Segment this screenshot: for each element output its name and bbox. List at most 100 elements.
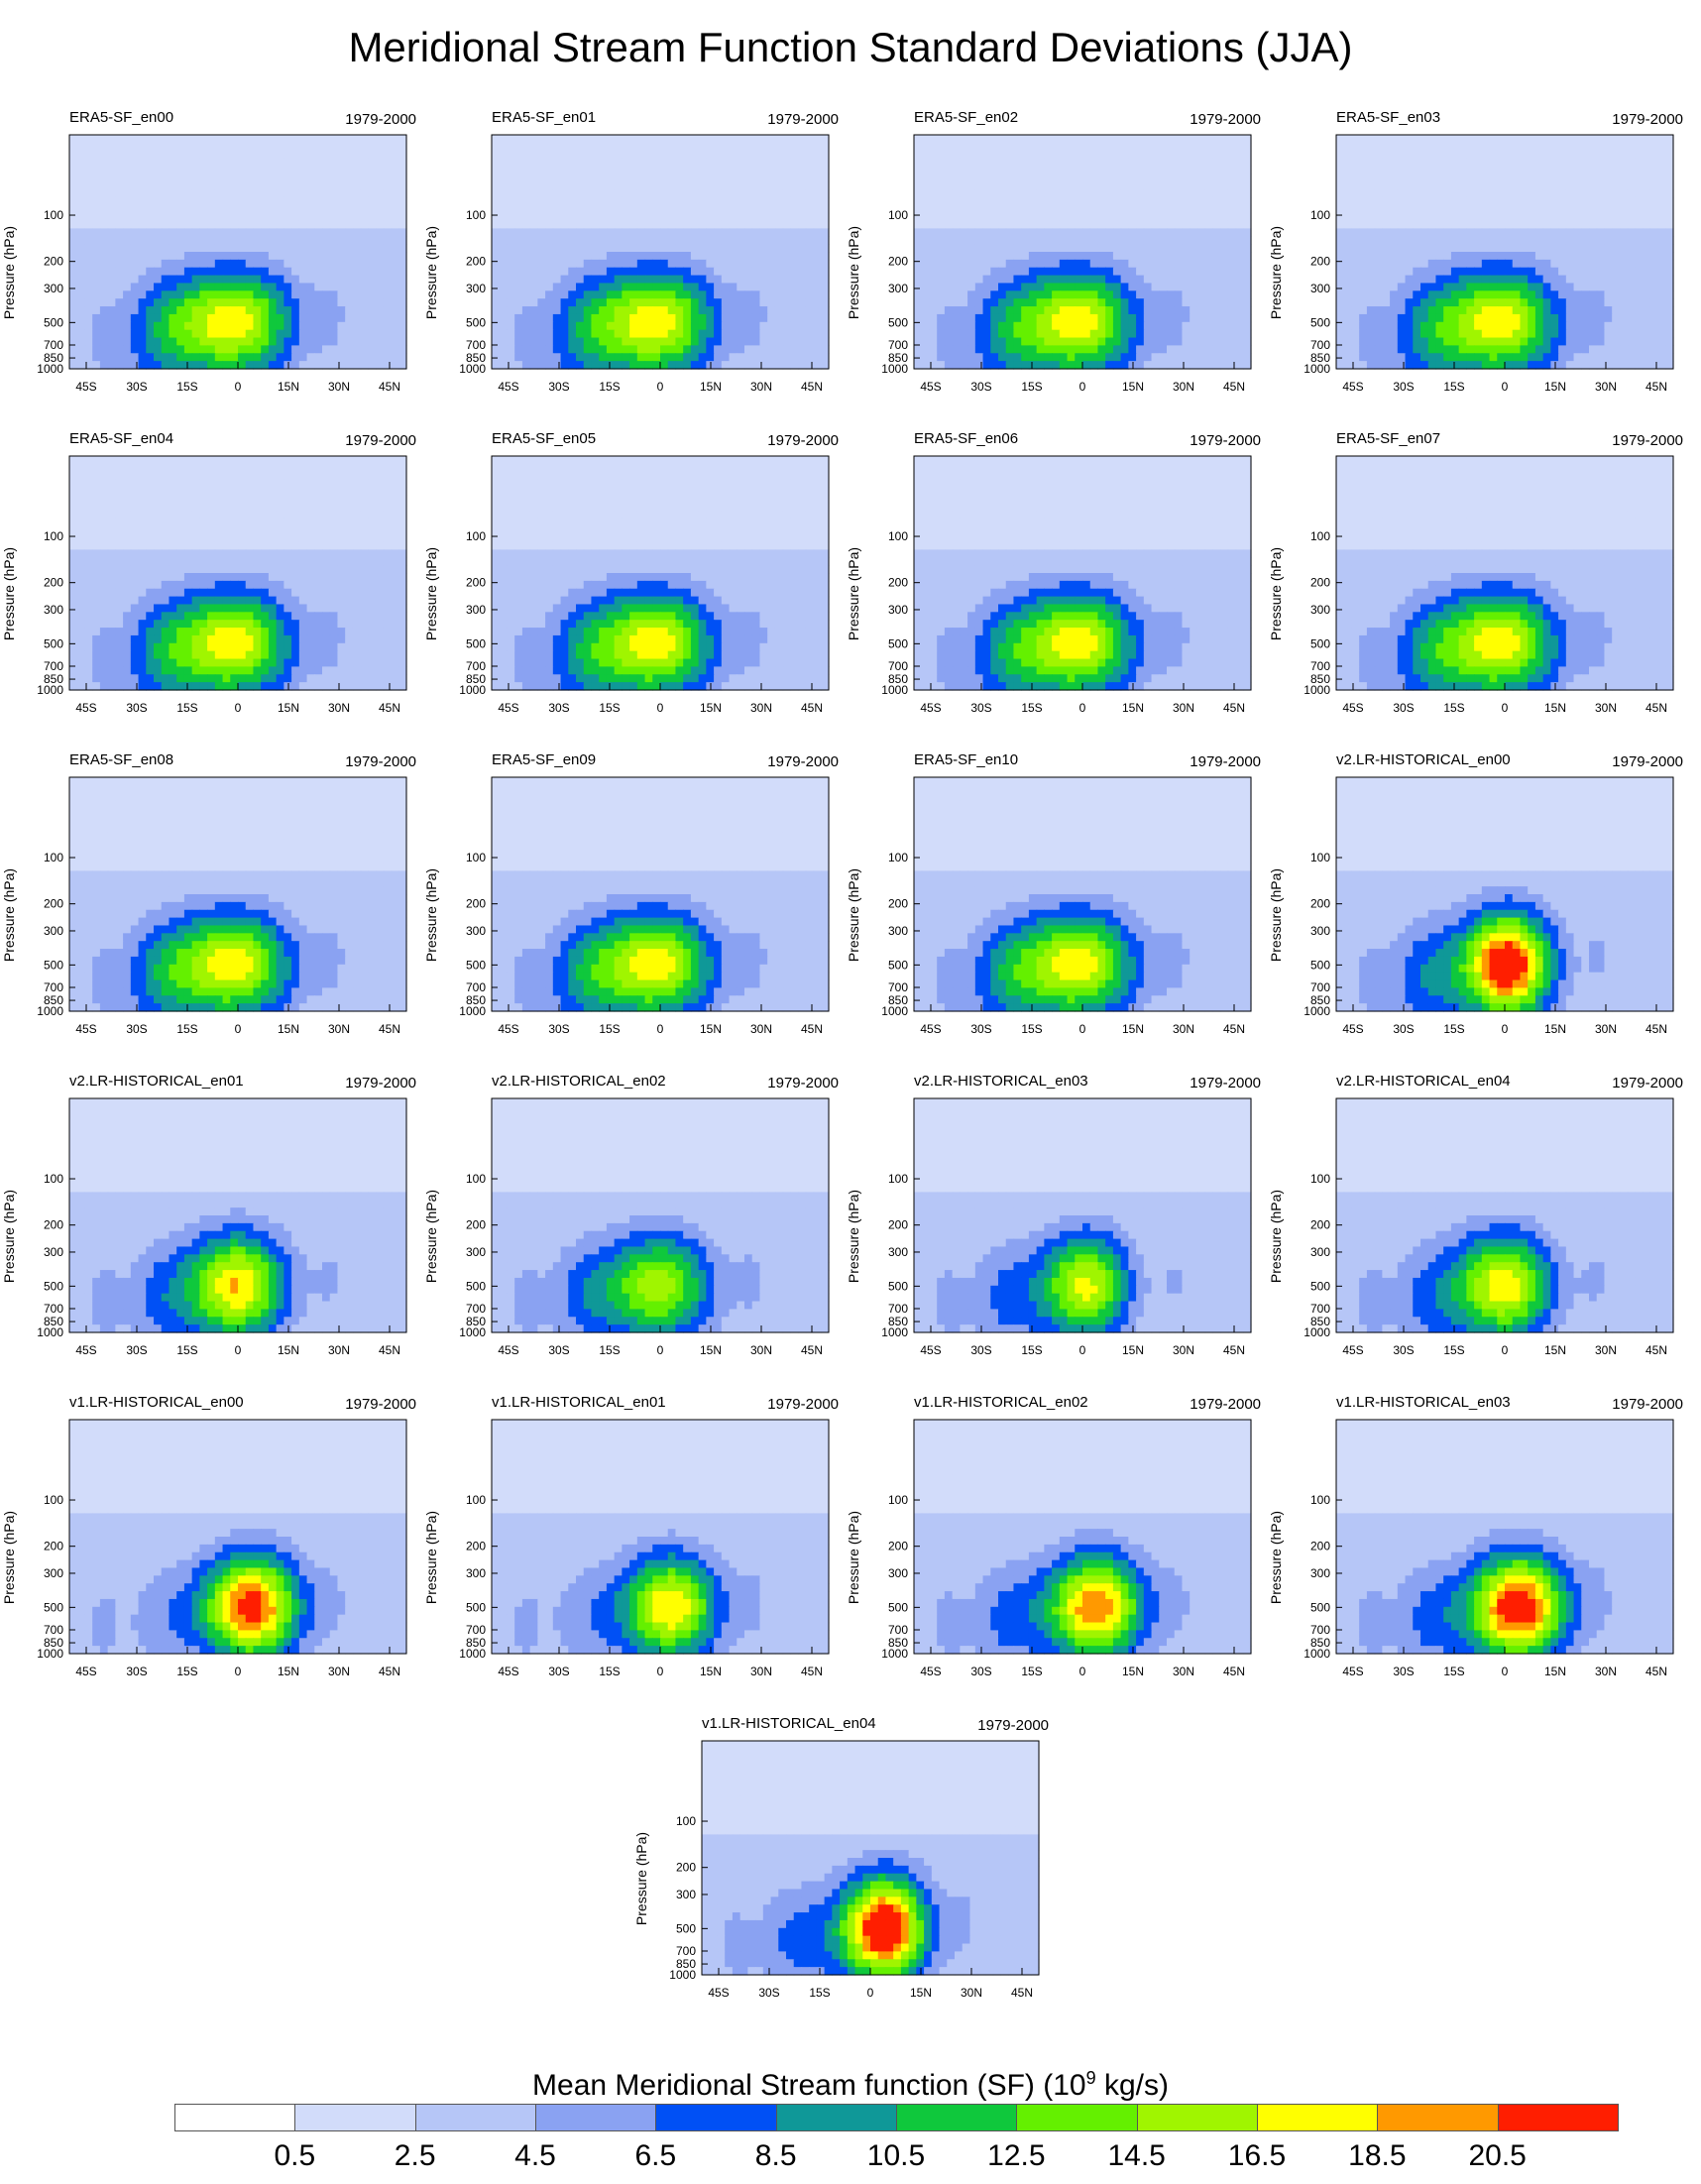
contour-cell <box>937 173 946 182</box>
contour-cell <box>568 142 577 152</box>
contour-cell <box>261 306 270 315</box>
contour-cell <box>644 345 653 354</box>
contour-cell <box>1044 337 1053 346</box>
contour-cell <box>744 196 753 206</box>
contour-cell <box>1366 158 1376 168</box>
contour-cell <box>960 353 968 362</box>
contour-cell <box>914 283 923 291</box>
contour-cell <box>744 135 753 144</box>
contour-cell <box>1204 212 1213 222</box>
x-tick-label: 15N <box>700 380 722 394</box>
contour-cell <box>360 306 369 315</box>
contour-cell <box>529 166 538 174</box>
contour-cell <box>1619 267 1629 277</box>
contour-cell <box>191 313 200 323</box>
contour-cell <box>1382 212 1391 222</box>
contour-cell <box>1420 275 1429 285</box>
contour-cell <box>636 150 646 160</box>
contour-cell <box>1458 189 1467 198</box>
contour-cell <box>537 337 546 346</box>
contour-cell <box>952 361 961 370</box>
contour-cell <box>1374 150 1383 160</box>
contour-cell <box>652 236 661 245</box>
contour-cell <box>714 228 723 237</box>
contour-cell <box>298 142 308 152</box>
contour-cell <box>798 275 807 285</box>
contour-cell <box>253 181 262 190</box>
contour-cell <box>1182 306 1191 315</box>
contour-cell <box>238 252 247 261</box>
contour-cell <box>1143 345 1153 354</box>
contour-cell <box>360 353 369 362</box>
contour-cell <box>774 228 784 237</box>
contour-cell <box>1204 361 1213 370</box>
contour-cell <box>552 236 562 245</box>
contour-cell <box>1450 212 1460 222</box>
contour-cell <box>1243 142 1252 152</box>
contour-cell <box>298 212 308 222</box>
contour-cell <box>169 298 177 307</box>
contour-cell <box>130 166 140 174</box>
contour-cell <box>1481 220 1491 229</box>
contour-cell <box>1489 244 1498 253</box>
contour-cell <box>1374 158 1383 168</box>
contour-cell <box>1382 236 1391 245</box>
contour-cell <box>306 283 315 291</box>
contour-cell <box>629 306 638 315</box>
contour-cell <box>1542 259 1551 269</box>
contour-cell <box>667 298 677 307</box>
contour-cell <box>622 212 630 222</box>
contour-cell <box>1589 181 1598 190</box>
contour-cell <box>1028 236 1038 245</box>
contour-cell <box>115 228 124 237</box>
contour-cell <box>268 228 278 237</box>
contour-cell <box>1450 220 1460 229</box>
contour-cell <box>245 173 255 182</box>
contour-cell <box>960 189 968 198</box>
contour-cell <box>782 204 791 214</box>
contour-cell <box>492 353 501 362</box>
contour-cell <box>107 321 116 331</box>
contour-cell <box>383 142 393 152</box>
contour-cell <box>1512 290 1522 299</box>
contour-cell <box>314 244 323 253</box>
contour-cell <box>1112 275 1122 285</box>
contour-cell <box>1635 189 1644 198</box>
contour-cell <box>782 212 791 222</box>
contour-cell <box>1374 204 1383 214</box>
contour-cell <box>383 228 393 237</box>
contour-cell <box>1619 158 1629 168</box>
contour-cell <box>1005 196 1015 206</box>
contour-cell <box>1351 236 1360 245</box>
contour-cell <box>690 181 700 190</box>
contour-cell <box>1028 196 1038 206</box>
contour-cell <box>1343 158 1353 168</box>
contour-cell <box>329 212 339 222</box>
contour-cell <box>298 361 308 370</box>
contour-cell <box>952 142 961 152</box>
x-tick-label: 0 <box>235 380 242 394</box>
contour-cell <box>146 267 155 277</box>
contour-cell <box>798 150 807 160</box>
contour-cell <box>614 306 623 315</box>
contour-cell <box>774 345 784 354</box>
contour-cell <box>960 236 968 245</box>
contour-cell <box>214 267 224 277</box>
y-tick-label: 500 <box>44 315 63 329</box>
contour-cell <box>960 204 968 214</box>
contour-cell <box>537 306 546 315</box>
contour-cell <box>507 329 515 339</box>
contour-cell <box>352 252 362 261</box>
contour-cell <box>675 158 684 168</box>
contour-cell <box>1550 135 1559 144</box>
contour-cell <box>1212 361 1221 370</box>
contour-cell <box>790 236 799 245</box>
contour-cell <box>744 142 753 152</box>
contour-cell <box>514 166 523 174</box>
contour-cell <box>568 353 577 362</box>
contour-cell <box>1167 150 1176 160</box>
contour-cell <box>813 353 822 362</box>
contour-cell <box>199 189 208 198</box>
contour-cell <box>1204 158 1213 168</box>
contour-cell <box>298 267 308 277</box>
